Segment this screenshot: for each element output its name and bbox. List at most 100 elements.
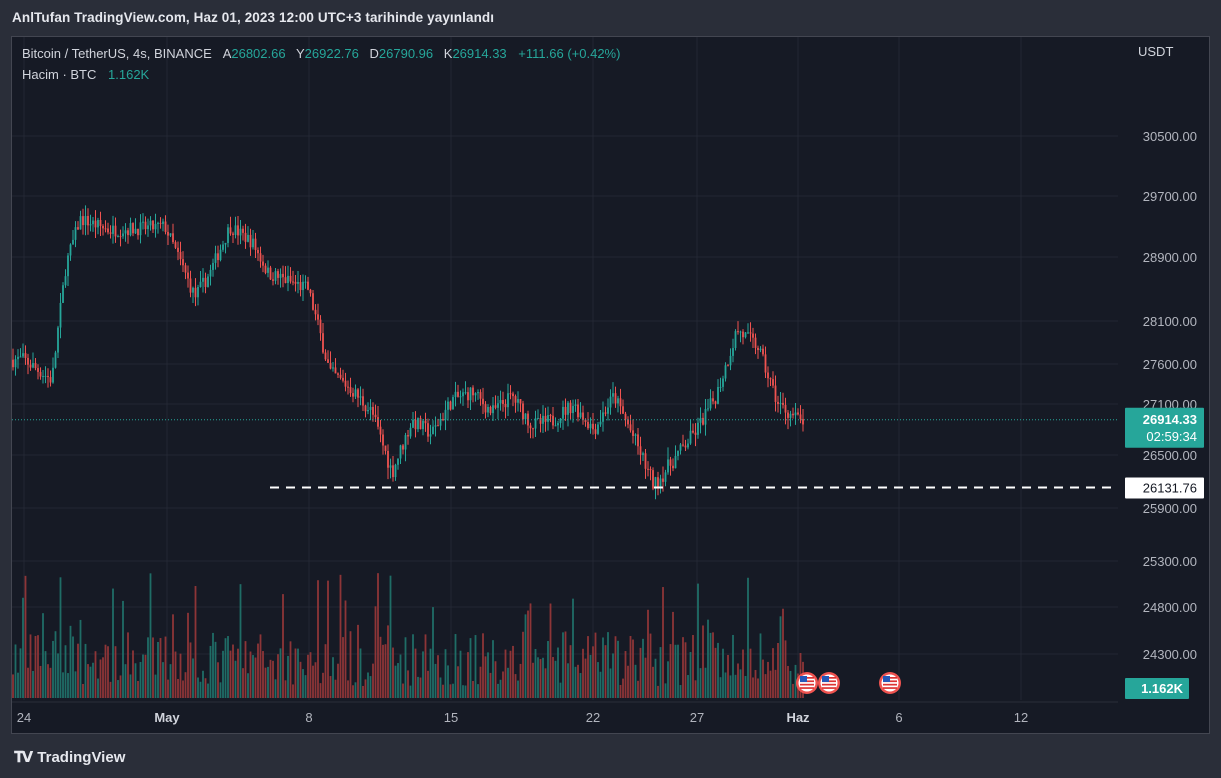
candle-body <box>572 405 574 414</box>
volume-bar <box>474 635 477 698</box>
candle-body <box>512 393 514 397</box>
volume-bar <box>577 664 579 698</box>
candle-body <box>262 261 264 266</box>
volume-bar <box>542 657 544 698</box>
candle-body <box>514 396 517 403</box>
candle-body <box>284 277 287 284</box>
candle-body <box>204 277 207 287</box>
candle-body <box>702 417 704 425</box>
candle-body <box>99 219 102 226</box>
volume-bar <box>284 680 287 698</box>
candle-body <box>652 470 654 489</box>
candle-body <box>474 393 477 396</box>
candle-body <box>779 402 782 405</box>
volume-bar <box>197 677 199 698</box>
candle-body <box>694 432 697 435</box>
volume-bar <box>719 677 722 698</box>
candle-body <box>537 418 539 420</box>
volume-bar <box>14 644 17 698</box>
candle-body <box>314 309 317 315</box>
volume-bar <box>409 685 412 698</box>
volume-bar <box>382 644 384 698</box>
candle-body <box>144 221 147 230</box>
candle-body <box>709 398 712 409</box>
volume-bar <box>319 683 322 698</box>
candle-body <box>612 393 614 397</box>
volume-bar <box>124 664 127 698</box>
candle-body <box>759 348 762 351</box>
candle-body <box>37 368 39 372</box>
volume-bar <box>27 667 29 698</box>
volume-bar <box>674 644 677 698</box>
candle-body <box>167 231 169 236</box>
candle-body <box>294 281 297 284</box>
candle-body <box>252 238 254 248</box>
candle-body <box>377 417 379 427</box>
candle-body <box>639 446 642 455</box>
candle-body <box>624 413 627 420</box>
volume-bar <box>422 651 424 698</box>
candle-body <box>554 425 557 427</box>
candle-body <box>64 276 67 286</box>
volume-bar <box>734 674 737 698</box>
volume-bar <box>139 661 142 698</box>
volume-bar <box>272 660 274 698</box>
volume-bar <box>724 672 727 698</box>
volume-bar <box>774 669 777 698</box>
candle-body <box>777 401 779 405</box>
volume-bar <box>234 660 237 698</box>
candle-body <box>754 337 757 348</box>
us-flag-event-icon[interactable] <box>818 672 840 694</box>
us-flag-event-icon[interactable] <box>796 672 818 694</box>
volume-bar <box>64 645 67 698</box>
candle-body <box>619 398 622 407</box>
event-flags[interactable] <box>796 672 901 694</box>
volume-bar <box>317 580 319 698</box>
candle-body <box>567 402 569 415</box>
candle-body <box>404 435 407 450</box>
volume-bar <box>782 608 784 698</box>
volume-bar <box>579 673 582 698</box>
volume-bar <box>689 652 692 698</box>
candle-body <box>219 249 222 261</box>
volume-bar <box>697 583 699 698</box>
volume-bar <box>372 663 374 698</box>
volume-bar <box>94 651 97 698</box>
candle-body <box>534 418 537 429</box>
volume-bar <box>332 657 334 698</box>
volume-bar <box>792 683 794 698</box>
volume-bar <box>609 668 612 698</box>
candle-body <box>299 282 302 291</box>
volume-bar <box>784 640 787 698</box>
volume-bar <box>254 657 257 698</box>
volume-bar <box>169 664 172 698</box>
volume-bar <box>754 669 757 698</box>
candle-body <box>82 216 84 226</box>
volume-bar <box>12 674 14 698</box>
us-flag-event-icon[interactable] <box>879 672 901 694</box>
svg-text:Bitcoin / TetherUS, 4s, BINANC: Bitcoin / TetherUS, 4s, BINANCE A26802.6… <box>22 46 620 61</box>
candle-body <box>134 228 137 234</box>
candle-body <box>114 225 117 237</box>
volume-bar <box>379 636 382 698</box>
candle-body <box>217 253 219 261</box>
candle-body <box>749 332 752 334</box>
price-tick-label: 24800.00 <box>1143 600 1197 615</box>
volume-bar <box>612 653 614 698</box>
candle-body <box>647 468 649 470</box>
volume-bar <box>134 663 137 698</box>
volume-bar <box>452 683 454 698</box>
candle-body <box>94 220 97 228</box>
volume-bar <box>677 644 679 698</box>
candle-body <box>432 426 434 435</box>
volume-bar <box>519 663 522 698</box>
candle-body <box>502 400 504 404</box>
candle-body <box>79 216 82 230</box>
volume-bar <box>77 643 79 698</box>
candle-body <box>689 430 692 444</box>
volume-bar <box>667 661 669 698</box>
chart-frame[interactable] <box>11 36 1210 734</box>
flag-canton <box>800 676 807 682</box>
candle-body <box>552 415 554 426</box>
